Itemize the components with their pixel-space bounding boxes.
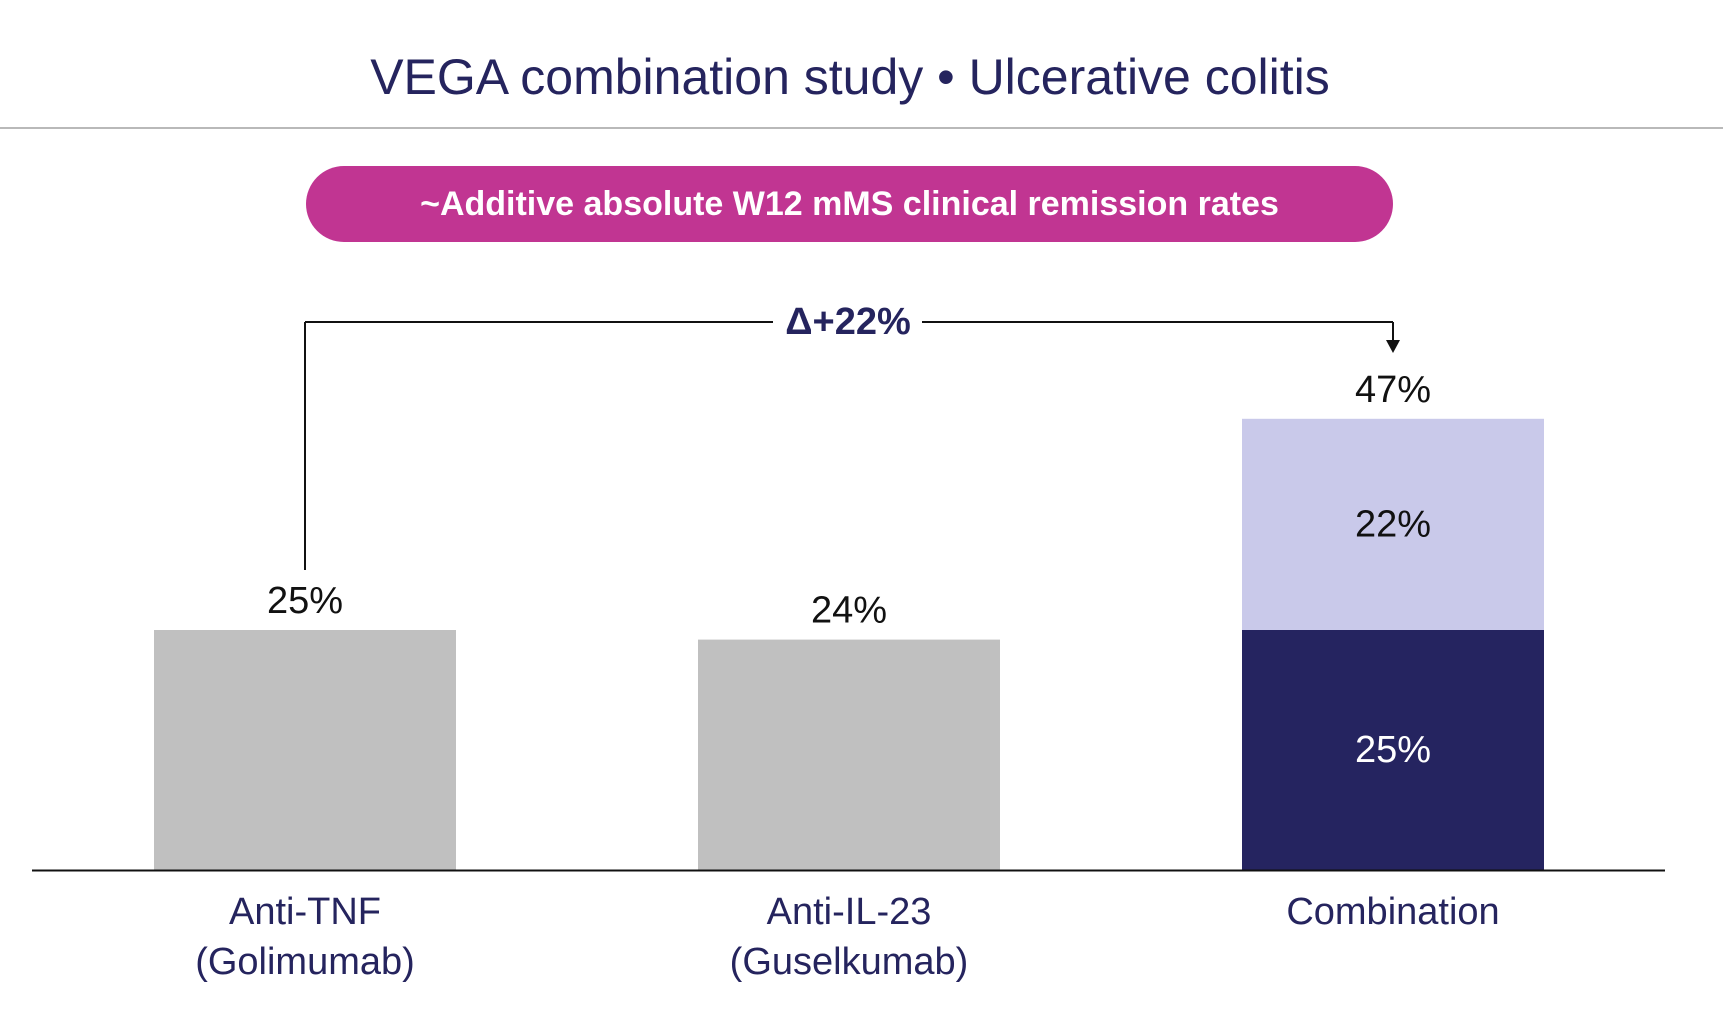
data-label-base-3: 25% [1355,729,1431,771]
bar-3-additional [1242,418,1544,630]
category-label-line2: (Golimumab) [195,941,415,983]
category-label-anti-tnf: Anti-TNF (Golimumab) [105,887,505,987]
category-label-line1: Combination [1286,891,1500,933]
data-label-additional-3: 22% [1355,503,1431,545]
summary-banner-text: ~Additive absolute W12 mMS clinical remi… [420,184,1279,223]
category-label-combination: Combination [1193,887,1593,937]
page-title: VEGA combination study • Ulcerative coli… [370,49,1330,105]
bar-2-base [698,639,1000,870]
total-label-2: 24% [811,590,887,632]
title-divider [0,127,1723,129]
category-label-anti-il23: Anti-IL-23 (Guselkumab) [649,887,1049,987]
category-label-line2: (Guselkumab) [729,941,969,983]
bar-1-base [154,630,456,870]
summary-banner: ~Additive absolute W12 mMS clinical remi… [306,166,1393,242]
delta-annotation: Δ+22% [785,301,911,343]
bar-3-base [1242,630,1544,870]
category-label-line1: Anti-IL-23 [766,891,932,933]
delta-arrow-head [1386,340,1400,353]
total-label-3: 47% [1355,369,1431,411]
category-label-line1: Anti-TNF [229,891,381,933]
total-label-1: 25% [267,580,343,622]
